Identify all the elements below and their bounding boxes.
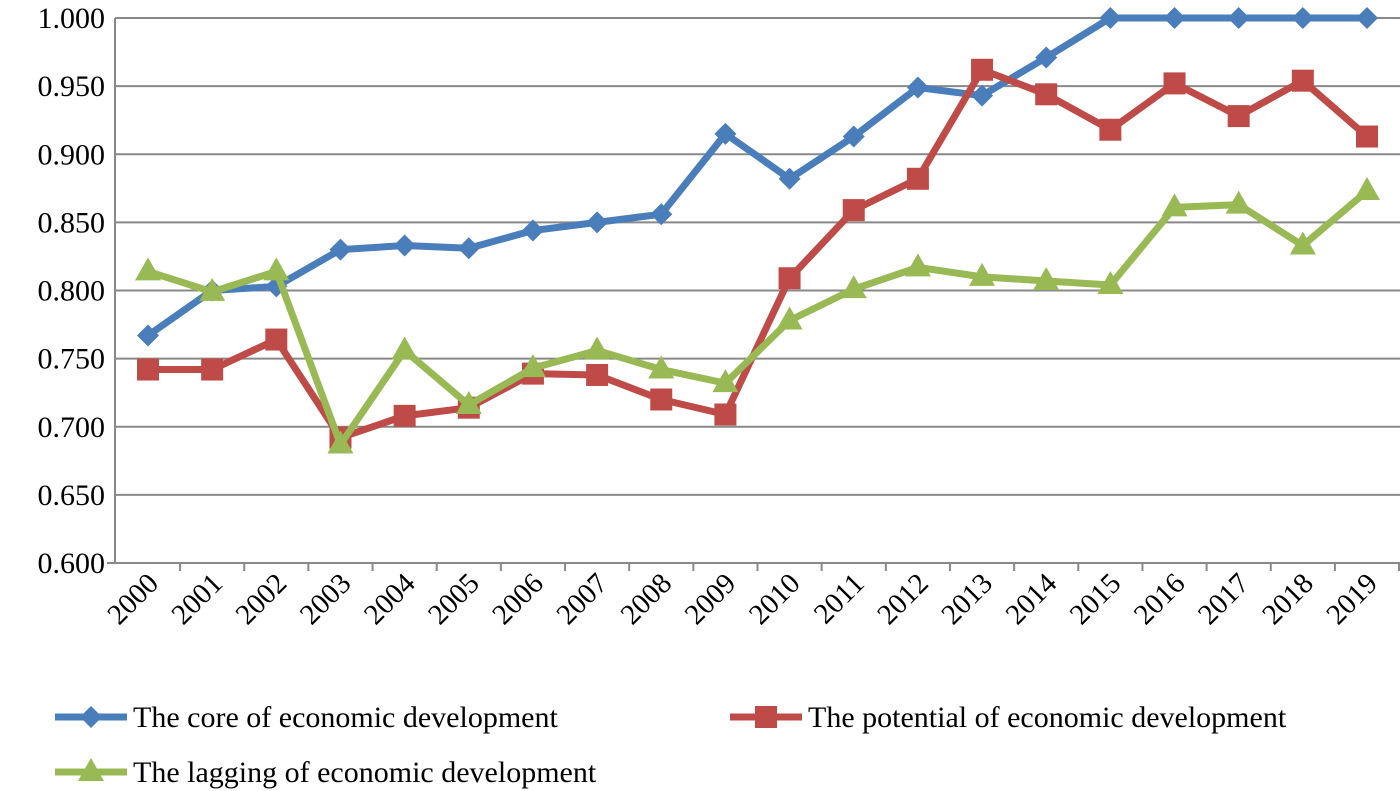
data-point xyxy=(650,203,673,226)
x-tick-label: 2000 xyxy=(101,567,165,631)
y-tick-label: 0.600 xyxy=(38,547,106,580)
x-tick-label: 2017 xyxy=(1192,567,1256,631)
data-point xyxy=(201,358,224,381)
data-point xyxy=(1161,193,1188,217)
y-tick-label: 0.950 xyxy=(38,70,106,103)
data-point xyxy=(714,122,737,145)
data-point xyxy=(1291,69,1314,92)
legend-label: The core of economic development xyxy=(133,701,558,734)
legend-label: The lagging of economic development xyxy=(133,756,597,789)
x-tick-label: 2009 xyxy=(679,567,743,631)
data-point xyxy=(1354,177,1380,201)
legend-item: The lagging of economic development xyxy=(55,756,597,789)
data-point xyxy=(457,237,480,260)
data-point xyxy=(778,167,801,190)
data-point xyxy=(906,76,929,99)
data-point xyxy=(1163,72,1186,95)
y-tick-label: 0.800 xyxy=(38,275,106,308)
data-point xyxy=(265,328,288,351)
data-point xyxy=(393,404,416,427)
x-tick-label: 2010 xyxy=(743,567,807,631)
x-tick-label: 2012 xyxy=(871,567,935,631)
data-point xyxy=(1225,190,1252,214)
data-point xyxy=(1035,83,1058,106)
data-point xyxy=(519,354,546,378)
data-point xyxy=(842,125,865,148)
series-line xyxy=(145,14,1367,339)
data-point xyxy=(393,234,416,257)
x-tick-label: 2004 xyxy=(358,567,422,631)
data-point xyxy=(714,403,737,426)
data-point xyxy=(1033,266,1060,290)
data-point xyxy=(842,199,865,222)
data-point xyxy=(1356,125,1378,148)
data-point xyxy=(1227,105,1250,128)
legend-marker-triangle-icon xyxy=(78,758,104,781)
data-point xyxy=(650,388,673,411)
data-point xyxy=(1099,118,1122,141)
data-point xyxy=(327,430,354,454)
legend-label: The potential of economic development xyxy=(808,701,1287,734)
x-tick-label: 2008 xyxy=(615,567,679,631)
y-tick-label: 0.750 xyxy=(38,343,106,376)
data-point xyxy=(1035,46,1058,69)
legend-item: The core of economic development xyxy=(55,701,558,734)
data-point xyxy=(586,211,609,234)
data-point xyxy=(586,363,609,386)
legend-item: The potential of economic development xyxy=(730,701,1287,734)
data-point xyxy=(137,324,159,347)
x-tick-label: 2013 xyxy=(935,567,999,631)
x-tick-label: 2007 xyxy=(550,567,614,631)
x-tick-label: 2015 xyxy=(1064,567,1128,631)
data-point xyxy=(137,358,159,381)
x-tick-label: 2003 xyxy=(294,567,358,631)
data-point xyxy=(648,355,675,379)
data-point xyxy=(135,257,161,281)
data-point xyxy=(1289,231,1316,255)
data-point xyxy=(904,253,931,277)
data-point xyxy=(971,58,994,81)
legend-marker-square-icon xyxy=(755,706,777,728)
series-line xyxy=(146,188,1370,448)
y-tick-label: 1.000 xyxy=(38,2,106,35)
data-point xyxy=(199,277,226,301)
data-point xyxy=(1099,7,1122,29)
data-point xyxy=(1291,7,1314,29)
data-point xyxy=(329,238,352,261)
x-tick-label: 2011 xyxy=(808,567,871,630)
data-point xyxy=(521,219,544,242)
data-point xyxy=(584,336,611,360)
data-point xyxy=(712,369,739,393)
data-point xyxy=(778,267,801,290)
x-tick-label: 2018 xyxy=(1256,567,1320,631)
data-point xyxy=(971,84,994,107)
x-tick-label: 2016 xyxy=(1128,567,1192,631)
data-point xyxy=(263,257,290,281)
y-tick-label: 0.700 xyxy=(38,411,106,444)
x-tick-label: 2001 xyxy=(165,567,229,631)
data-point xyxy=(840,275,867,299)
x-tick-label: 2014 xyxy=(1000,567,1064,631)
data-point xyxy=(906,167,929,190)
x-tick-label: 2005 xyxy=(422,567,486,631)
y-tick-label: 0.900 xyxy=(38,138,106,171)
data-point xyxy=(969,262,996,286)
y-tick-label: 0.850 xyxy=(38,206,106,239)
data-point xyxy=(1097,271,1124,295)
data-point xyxy=(391,336,418,360)
series-diamond xyxy=(137,7,1378,347)
x-tick-label: 2002 xyxy=(230,567,294,631)
data-point xyxy=(1227,7,1250,29)
legend-marker-diamond-icon xyxy=(80,706,102,728)
x-tick-label: 2019 xyxy=(1320,567,1384,631)
data-point xyxy=(1163,7,1186,29)
data-point xyxy=(455,390,482,414)
x-tick-label: 2006 xyxy=(486,567,550,631)
y-tick-label: 0.650 xyxy=(38,479,106,512)
series-triangle xyxy=(135,177,1380,454)
data-point xyxy=(776,306,803,330)
data-point xyxy=(1356,7,1378,29)
